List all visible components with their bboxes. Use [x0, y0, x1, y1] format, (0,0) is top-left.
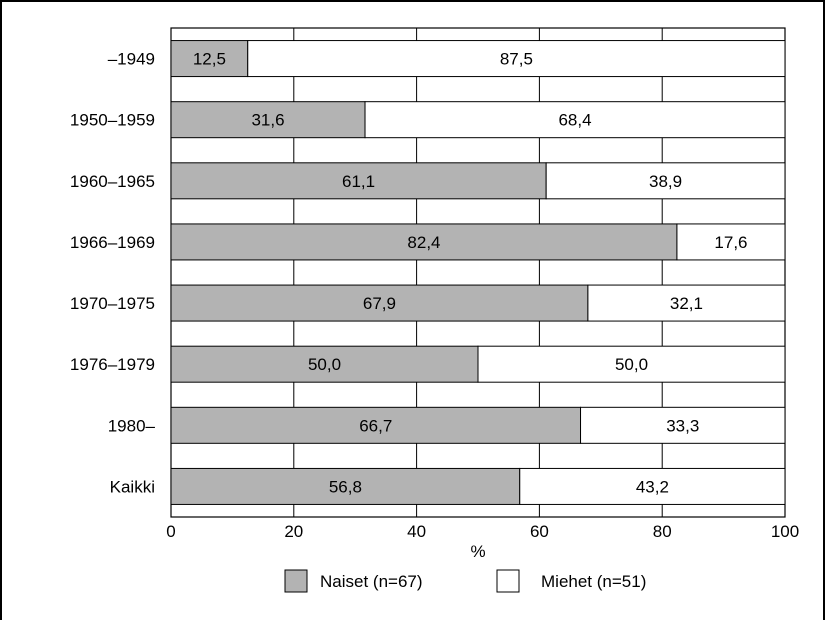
bar-segment-miehet [545, 162, 786, 200]
bar-segment-naiset [170, 101, 366, 139]
data-label: 66,7 [359, 416, 392, 435]
legend-label-naiset: Naiset (n=67) [320, 572, 423, 591]
category-label: 1966–1969 [70, 233, 155, 252]
bar-segment-miehet [519, 467, 786, 505]
data-label: 38,9 [649, 172, 682, 191]
data-label: 68,4 [558, 111, 591, 130]
bar-segment-miehet [477, 345, 786, 383]
plot-area: –1949 12,5 87,5 1950–1959 31,6 68,4 1960–1965 6… [70, 27, 799, 541]
data-label: 50,0 [308, 355, 341, 374]
data-label: 87,5 [500, 50, 533, 69]
data-label: 12,5 [193, 50, 226, 69]
category-label: Kaikki [110, 477, 155, 496]
category-label: –1949 [108, 50, 155, 69]
data-label: 56,8 [329, 477, 362, 496]
bar-segment-miehet [587, 284, 786, 322]
legend-swatch-miehet [496, 569, 520, 593]
legend-swatch-naiset [284, 569, 308, 593]
bar-segment-naiset [170, 406, 582, 444]
legend: Naiset (n=67) Miehet (n=51) [284, 569, 646, 593]
bar-segment-naiset [170, 345, 479, 383]
data-label: 43,2 [636, 477, 669, 496]
bar-segment-miehet [364, 101, 786, 139]
x-tick-label: 80 [653, 522, 672, 541]
bar-segment-miehet [580, 406, 786, 444]
category-label: 1970–1975 [70, 294, 155, 313]
bar-segment-naiset [170, 284, 589, 322]
data-label: 32,1 [670, 294, 703, 313]
data-label: 17,6 [714, 233, 747, 252]
bar-segment-naiset [170, 223, 678, 261]
category-label: 1980– [108, 416, 156, 435]
plot-border [170, 27, 786, 518]
bar-segment-miehet [247, 40, 786, 78]
x-axis-label: % [470, 542, 485, 561]
data-label: 82,4 [407, 233, 440, 252]
category-label: 1976–1979 [70, 355, 155, 374]
data-label: 67,9 [363, 294, 396, 313]
legend-label-miehet: Miehet (n=51) [541, 572, 646, 591]
data-label: 31,6 [251, 111, 284, 130]
x-tick-label: 40 [407, 522, 426, 541]
category-label: 1950–1959 [70, 111, 155, 130]
bar-segment-miehet [676, 223, 786, 261]
x-tick-label: 0 [166, 522, 175, 541]
bar-segment-naiset [170, 162, 547, 200]
x-tick-label: 60 [530, 522, 549, 541]
category-label: 1960–1965 [70, 172, 155, 191]
x-tick-label: 100 [771, 522, 799, 541]
data-label: 33,3 [666, 416, 699, 435]
data-label: 61,1 [342, 172, 375, 191]
data-label: 50,0 [615, 355, 648, 374]
x-tick-label: 20 [284, 522, 303, 541]
